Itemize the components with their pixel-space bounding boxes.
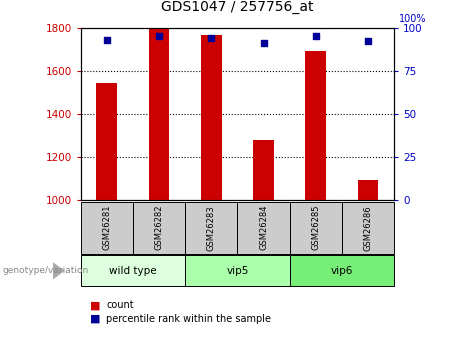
Point xyxy=(103,37,111,42)
Text: count: count xyxy=(106,300,134,310)
Text: GSM26285: GSM26285 xyxy=(311,205,320,250)
Bar xyxy=(185,255,290,286)
Bar xyxy=(185,202,237,254)
Bar xyxy=(253,140,274,200)
Bar xyxy=(290,202,342,254)
Text: vip5: vip5 xyxy=(226,266,248,276)
Text: GSM26284: GSM26284 xyxy=(259,205,268,250)
Text: GSM26283: GSM26283 xyxy=(207,205,216,250)
Text: wild type: wild type xyxy=(109,266,157,276)
Bar xyxy=(133,202,185,254)
Bar xyxy=(96,82,117,200)
Text: ■: ■ xyxy=(90,314,100,324)
Text: GSM26282: GSM26282 xyxy=(154,205,164,250)
Text: GSM26281: GSM26281 xyxy=(102,205,111,250)
Polygon shape xyxy=(53,262,65,279)
Point xyxy=(207,35,215,41)
Text: GSM26286: GSM26286 xyxy=(364,205,372,250)
Point xyxy=(155,33,163,39)
Point xyxy=(364,39,372,44)
Bar xyxy=(342,202,394,254)
Text: GDS1047 / 257756_at: GDS1047 / 257756_at xyxy=(161,0,313,14)
Text: genotype/variation: genotype/variation xyxy=(2,266,89,275)
Bar xyxy=(81,255,185,286)
Text: vip6: vip6 xyxy=(331,266,353,276)
Bar xyxy=(358,180,378,200)
Bar xyxy=(237,202,290,254)
Text: percentile rank within the sample: percentile rank within the sample xyxy=(106,314,271,324)
Point xyxy=(260,40,267,46)
Point xyxy=(312,33,319,39)
Text: 100%: 100% xyxy=(399,14,426,24)
Bar xyxy=(148,28,170,200)
Bar xyxy=(305,51,326,200)
Text: ■: ■ xyxy=(90,300,100,310)
Bar xyxy=(81,202,133,254)
Bar xyxy=(201,35,222,200)
Bar xyxy=(290,255,394,286)
